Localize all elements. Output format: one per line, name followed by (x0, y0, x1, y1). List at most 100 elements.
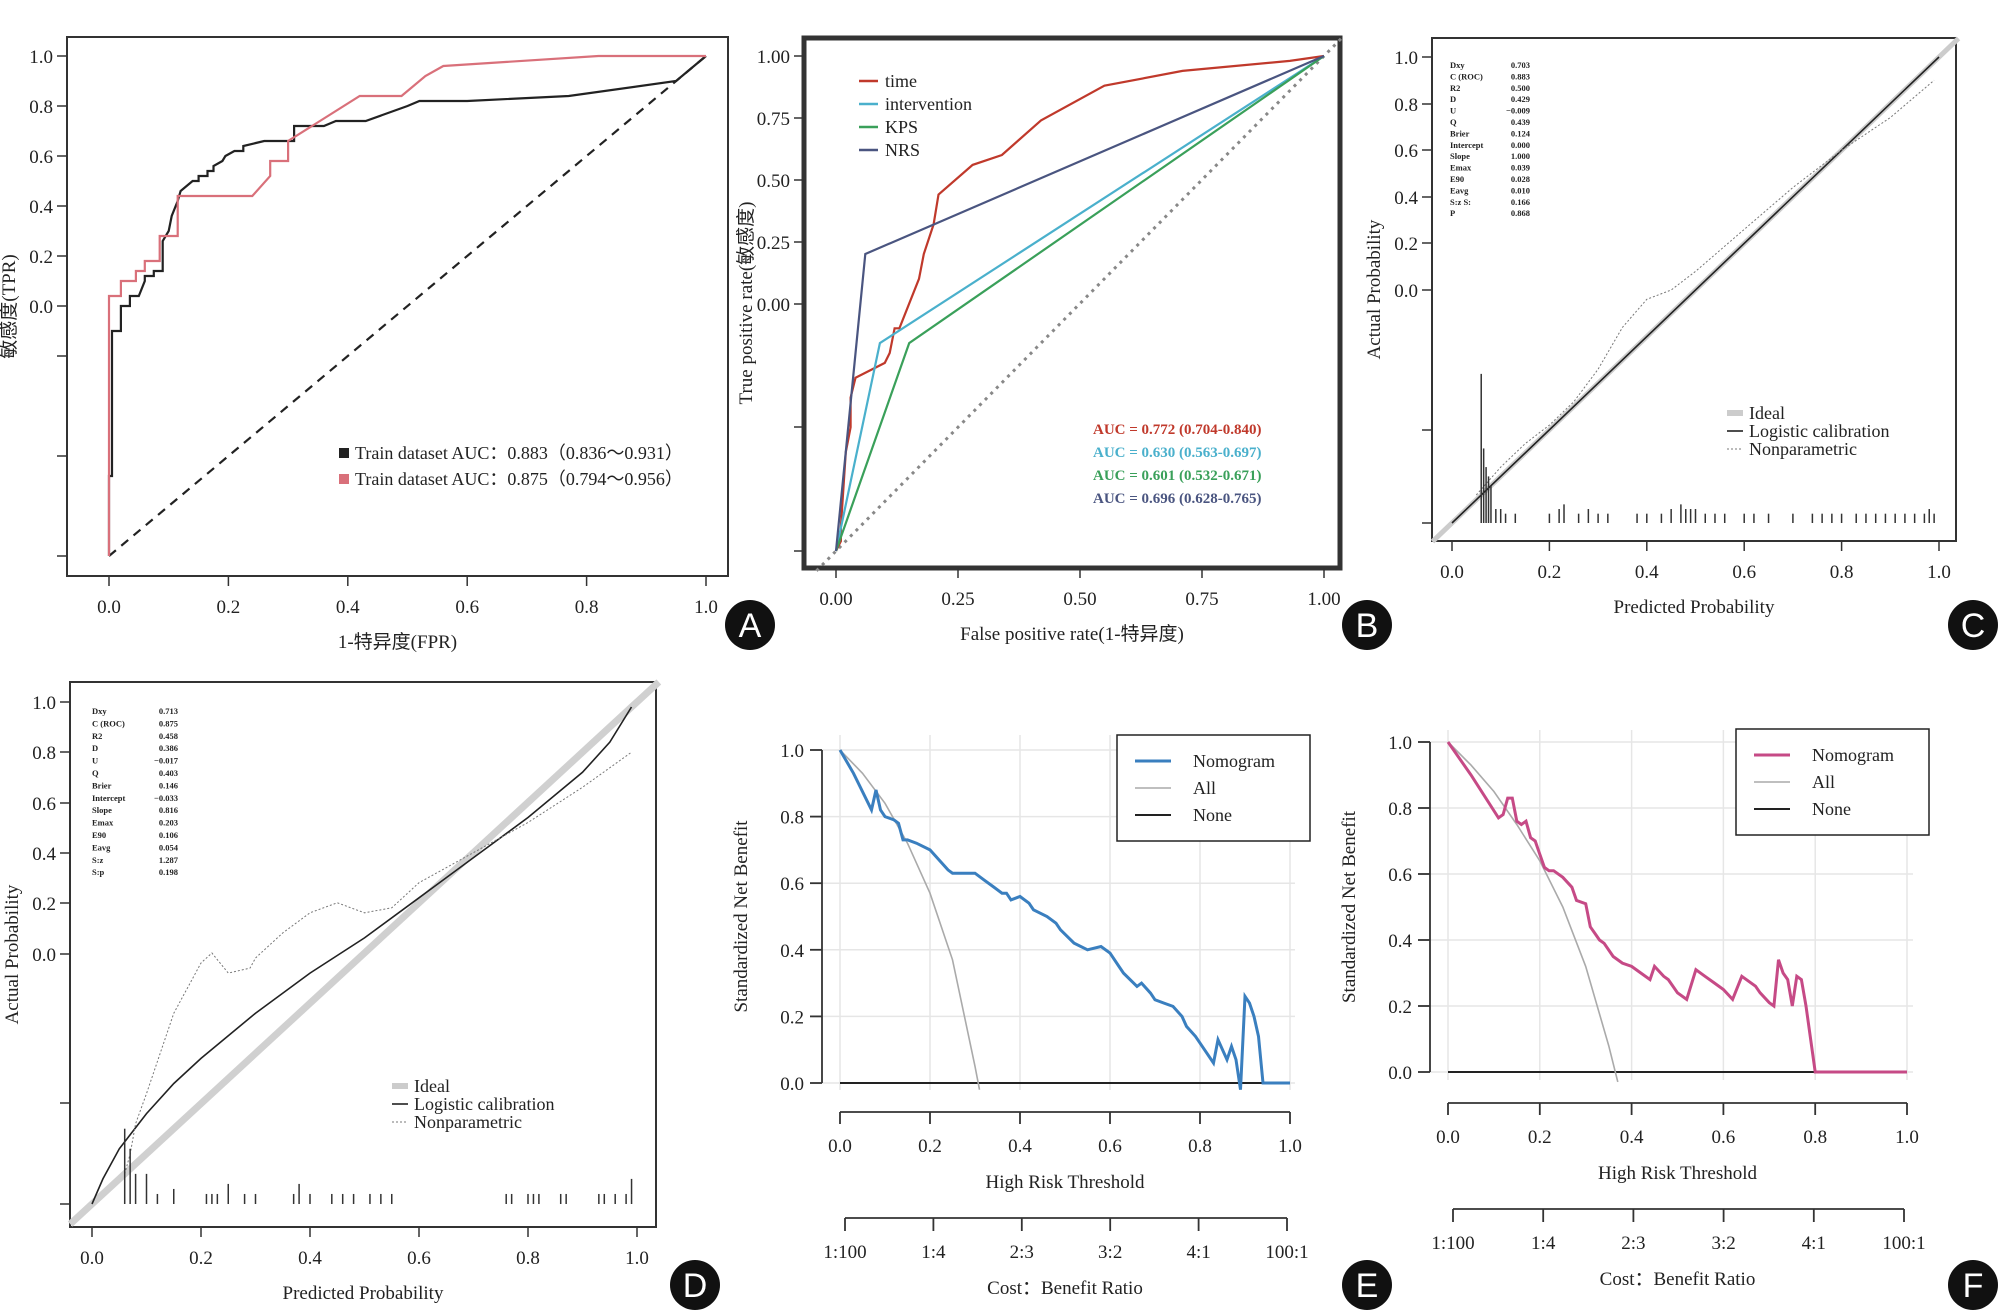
stat-name: Intercept (1450, 140, 1484, 150)
y-tick-label: 1.0 (1388, 733, 1412, 754)
y-tick-label: 1.0 (1394, 48, 1418, 69)
legend-label: Logistic calibration (1749, 421, 1889, 441)
ratio-axis-label: Cost：Benefit Ratio (1600, 1269, 1756, 1290)
y-tick-label: 1.0 (32, 693, 56, 714)
x-tick-label: 0.4 (336, 597, 360, 618)
stat-value: 0.875 (159, 718, 178, 728)
legend-label: Train dataset AUC：0.883（0.836～0.931） (355, 443, 683, 463)
x-tick-label: 0.8 (1188, 1136, 1212, 1157)
y-axis-label: Standardized Net Benefit (731, 820, 752, 1013)
ratio-axis-label: Cost：Benefit Ratio (987, 1278, 1143, 1299)
ratio-tick-label: 1:4 (1531, 1233, 1556, 1254)
x-tick-label: 0.00 (819, 589, 852, 610)
y-tick-label: 0.00 (757, 295, 790, 316)
panel-d: 1.0 0.8 0.6 0.4 0.2 0.0 0.0 0.2 0.4 0.6 0.8 1.0 Pred… (2, 679, 662, 1304)
panel-b: 1.00 0.75 0.50 0.25 0.00 0.00 0.25 0.50 0.75 1.00… (735, 35, 1345, 645)
legend-label: Ideal (414, 1076, 450, 1096)
x-tick-label: 0.25 (941, 589, 974, 610)
y-tick-label: 0.4 (32, 844, 56, 865)
legend-label: Nonparametric (1749, 439, 1857, 459)
stat-value: 0.203 (159, 818, 178, 828)
stat-value: 0.868 (1511, 208, 1530, 218)
y-tick-label: 0.8 (32, 743, 56, 764)
roc-curve-train-1 (107, 54, 706, 556)
stat-name: Slope (1450, 151, 1470, 161)
y-tick-label: 0.2 (1388, 997, 1412, 1018)
stat-value: 0.000 (1511, 140, 1530, 150)
roc-curve-train-0 (107, 55, 707, 556)
stat-name: U (1450, 106, 1456, 116)
y-tick-label: 0.6 (32, 794, 56, 815)
stat-name: Eavg (92, 842, 111, 852)
x-axis-label: High Risk Threshold (1598, 1163, 1758, 1184)
y-tick-label: 0.0 (1394, 281, 1418, 302)
y-tick-label: 0.6 (1388, 865, 1412, 886)
panel-badge-label: C (1961, 607, 1986, 645)
stat-value: 0.458 (159, 731, 178, 741)
legend-label: intervention (885, 94, 972, 114)
x-tick-label: 0.6 (1712, 1127, 1736, 1148)
y-tick-label: 0.8 (780, 808, 804, 829)
panel-badge-label: B (1356, 607, 1379, 645)
y-tick-label: 0.25 (757, 233, 790, 254)
x-tick-label: 1.0 (625, 1248, 649, 1269)
ratio-tick-label: 4:1 (1802, 1233, 1826, 1254)
stat-name: Slope (92, 805, 112, 815)
stat-name: Dxy (1450, 60, 1465, 70)
x-tick-label: 1.00 (1307, 589, 1340, 610)
ratio-tick-label: 2:3 (1621, 1233, 1645, 1254)
x-tick-label: 1.0 (1927, 562, 1951, 583)
x-tick-label: 0.8 (516, 1248, 540, 1269)
x-tick-label: 0.4 (1620, 1127, 1644, 1148)
x-axis-label: Predicted Probability (1614, 597, 1775, 618)
dca-curve-all (1447, 741, 1619, 1083)
stat-value: 0.198 (159, 867, 178, 877)
stat-name: E90 (92, 830, 106, 840)
auc-annotation: AUC = 0.601 (0.532-0.671) (1093, 468, 1262, 484)
roc-curve-nrs-3 (834, 54, 1325, 552)
x-tick-label: 0.4 (1635, 562, 1659, 583)
reference-diagonal (108, 55, 707, 557)
nonparametric-line (124, 751, 632, 1175)
stat-name: Emax (92, 818, 114, 828)
panel-badge-label: E (1356, 1267, 1379, 1305)
stat-name: C (ROC) (92, 718, 125, 728)
stat-name: Dxy (92, 706, 107, 716)
dca-curve-nomogram (838, 749, 1290, 1090)
legend-label: time (885, 71, 917, 91)
stat-name: Brier (92, 780, 112, 790)
x-tick-label: 0.8 (575, 597, 599, 618)
legend-swatch (339, 448, 349, 458)
panel-badge-c (1948, 600, 1998, 650)
x-axis-label: High Risk Threshold (985, 1172, 1145, 1193)
stat-name: Intercept (92, 793, 126, 803)
stat-value: 0.429 (1511, 94, 1530, 104)
y-tick-label: 0.50 (757, 171, 790, 192)
x-axis-label: Predicted Probability (283, 1283, 444, 1304)
legend-label: NRS (885, 140, 920, 160)
stat-value: 0.146 (159, 780, 178, 790)
panel-c: 1.0 0.8 0.6 0.4 0.2 0.0 0.0 0.2 0.4 0.6 0.8 1.0 Pred… (1364, 36, 1961, 618)
x-tick-label: 0.8 (1803, 1127, 1827, 1148)
legend-label: KPS (885, 117, 918, 137)
stat-name: U (92, 756, 98, 766)
y-axis-label: Actual Probability (2, 884, 23, 1024)
y-tick-label: 0.4 (1394, 188, 1418, 209)
legend-label: All (1193, 778, 1216, 798)
y-tick-label: 0.0 (32, 945, 56, 966)
y-tick-label: 0.8 (29, 97, 53, 118)
reference-diagonal (815, 35, 1345, 572)
dca-curve-nomogram (1446, 741, 1907, 1074)
roc-curve-time-0 (835, 54, 1325, 552)
y-axis-label: Standardized Net Benefit (1339, 810, 1360, 1003)
stat-value: 0.703 (1511, 60, 1530, 70)
x-tick-label: 0.2 (918, 1136, 942, 1157)
x-tick-label: 0.4 (1008, 1136, 1032, 1157)
stat-value: 0.039 (1511, 163, 1530, 173)
plot-frame (801, 35, 1343, 571)
y-axis-label: True positive rate(敏感度) (735, 202, 757, 405)
legend-label: Ideal (1749, 403, 1785, 423)
auc-annotation: AUC = 0.772 (0.704-0.840) (1093, 422, 1262, 438)
y-tick-label: 0.0 (29, 297, 53, 318)
x-tick-label: 0.50 (1063, 589, 1096, 610)
